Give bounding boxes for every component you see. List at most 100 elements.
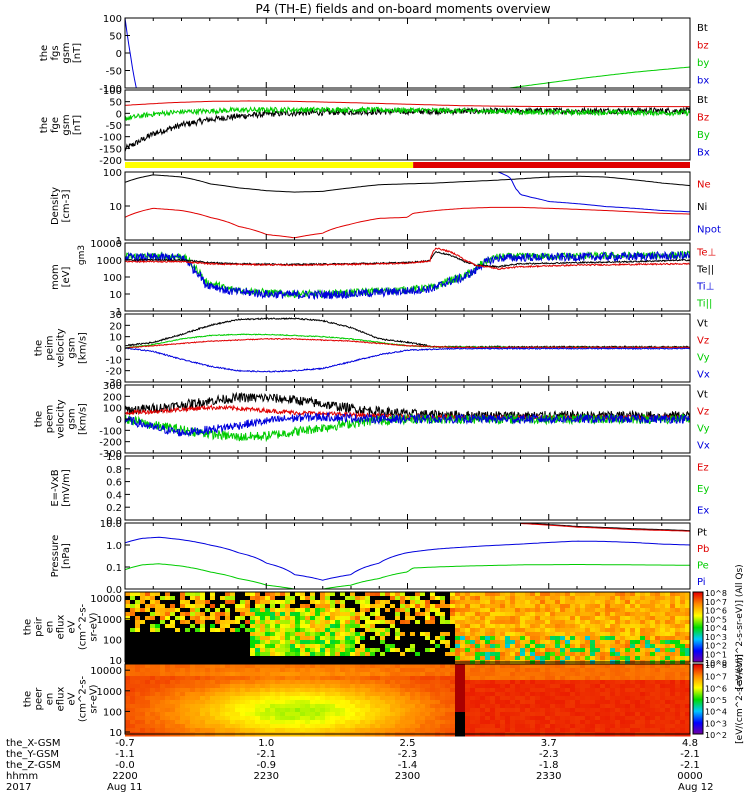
heatmap-cell — [625, 668, 631, 673]
heatmap-cell — [475, 620, 481, 625]
heatmap-cell — [495, 652, 501, 657]
heatmap-cell — [600, 684, 606, 689]
heatmap-cell — [195, 644, 201, 649]
heatmap-cell — [195, 652, 201, 657]
heatmap-cell — [665, 692, 671, 697]
heatmap-cell — [170, 668, 176, 673]
heatmap-cell — [255, 688, 261, 693]
heatmap-cell — [645, 640, 651, 645]
heatmap-cell — [510, 616, 516, 621]
heatmap-cell — [470, 628, 476, 633]
heatmap-cell — [205, 712, 211, 717]
colorbar-label: [eV/(cm^2-s-sr-eV)] (All Qs) — [735, 564, 745, 689]
heatmap-cell — [165, 592, 171, 597]
heatmap-cell — [250, 692, 256, 697]
heatmap-cell — [335, 628, 341, 633]
heatmap-cell — [230, 592, 236, 597]
heatmap-cell — [615, 712, 621, 717]
heatmap-cell — [570, 648, 576, 653]
heatmap-cell — [270, 700, 276, 705]
heatmap-cell — [495, 644, 501, 649]
heatmap-cell — [250, 680, 256, 685]
heatmap-cell — [570, 636, 576, 641]
heatmap-cell — [365, 668, 371, 673]
heatmap-cell — [525, 672, 531, 677]
heatmap-cell — [215, 724, 221, 729]
heatmap-cell — [610, 716, 616, 721]
heatmap-cell — [165, 728, 171, 733]
heatmap-cell — [265, 684, 271, 689]
heatmap-cell — [630, 644, 636, 649]
heatmap-cell — [515, 704, 521, 709]
heatmap-cell — [320, 684, 326, 689]
ylabel-line: velocity — [55, 399, 66, 438]
colorbar-step — [693, 715, 703, 717]
heatmap-cell — [625, 624, 631, 629]
heatmap-cell — [595, 616, 601, 621]
heatmap-cell — [285, 624, 291, 629]
heatmap-cell — [325, 708, 331, 713]
heatmap-cell — [175, 624, 181, 629]
heatmap-cell — [440, 704, 446, 709]
heatmap-cell — [375, 724, 381, 729]
heatmap-cell — [490, 720, 496, 725]
heatmap-cell — [425, 692, 431, 697]
heatmap-cell — [235, 728, 241, 733]
heatmap-cell — [280, 692, 286, 697]
heatmap-cell — [410, 704, 416, 709]
colorbar-tick: 10^0 — [705, 659, 727, 668]
heatmap-cell — [130, 652, 136, 657]
heatmap-cell — [625, 728, 631, 733]
heatmap-cell — [355, 616, 361, 621]
colorbar-step — [693, 616, 703, 618]
heatmap-cell — [620, 620, 626, 625]
y-tick-label: 0.6 — [106, 478, 122, 489]
heatmap-cell — [150, 664, 156, 669]
heatmap-cell — [385, 636, 391, 641]
heatmap-cell — [290, 704, 296, 709]
colorbar-step — [693, 655, 703, 657]
heatmap-cell — [275, 664, 281, 669]
heatmap-cell — [540, 676, 546, 681]
heatmap-cell — [500, 628, 506, 633]
heatmap-cell — [270, 696, 276, 701]
heatmap-cell — [450, 616, 456, 621]
heatmap-cell — [430, 668, 436, 673]
heatmap-cell — [520, 644, 526, 649]
heatmap-cell — [250, 708, 256, 713]
heatmap-cell — [205, 716, 211, 721]
heatmap-cell — [565, 676, 571, 681]
heatmap-cell — [260, 628, 266, 633]
heatmap-cell — [680, 716, 686, 721]
heatmap-cell — [300, 652, 306, 657]
heatmap-cell — [625, 692, 631, 697]
heatmap-cell — [550, 628, 556, 633]
heatmap-cell — [395, 612, 401, 617]
ylabel-line: gsm — [61, 42, 72, 63]
colorbar-step — [693, 613, 703, 615]
heatmap-cell — [280, 652, 286, 657]
xaxis-row-label: the_X-GSM — [6, 738, 60, 749]
heatmap-cell — [375, 616, 381, 621]
ylabel-line: gsm — [66, 337, 77, 358]
heatmap-cell — [540, 632, 546, 637]
heatmap-cell — [510, 592, 516, 597]
heatmap-cell — [295, 596, 301, 601]
heatmap-cell — [435, 612, 441, 617]
heatmap-cell — [280, 628, 286, 633]
heatmap-cell — [380, 692, 386, 697]
heatmap-cell — [465, 604, 471, 609]
heatmap-cell — [390, 692, 396, 697]
heatmap-cell — [605, 696, 611, 701]
heatmap-cell — [390, 644, 396, 649]
heatmap-cell — [585, 716, 591, 721]
heatmap-cell — [615, 652, 621, 657]
heatmap-cell — [135, 616, 141, 621]
heatmap-cell — [560, 616, 566, 621]
heatmap-cell — [610, 604, 616, 609]
y-tick-label: 0.2 — [106, 503, 122, 514]
heatmap-cell — [615, 716, 621, 721]
heatmap-cell — [640, 680, 646, 685]
heatmap-cell — [215, 676, 221, 681]
heatmap-cell — [250, 636, 256, 641]
